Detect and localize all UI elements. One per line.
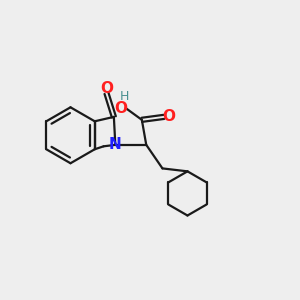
Text: N: N <box>109 137 122 152</box>
Text: O: O <box>100 80 113 95</box>
Text: O: O <box>163 110 176 124</box>
Text: O: O <box>114 100 127 116</box>
Text: H: H <box>119 90 129 104</box>
